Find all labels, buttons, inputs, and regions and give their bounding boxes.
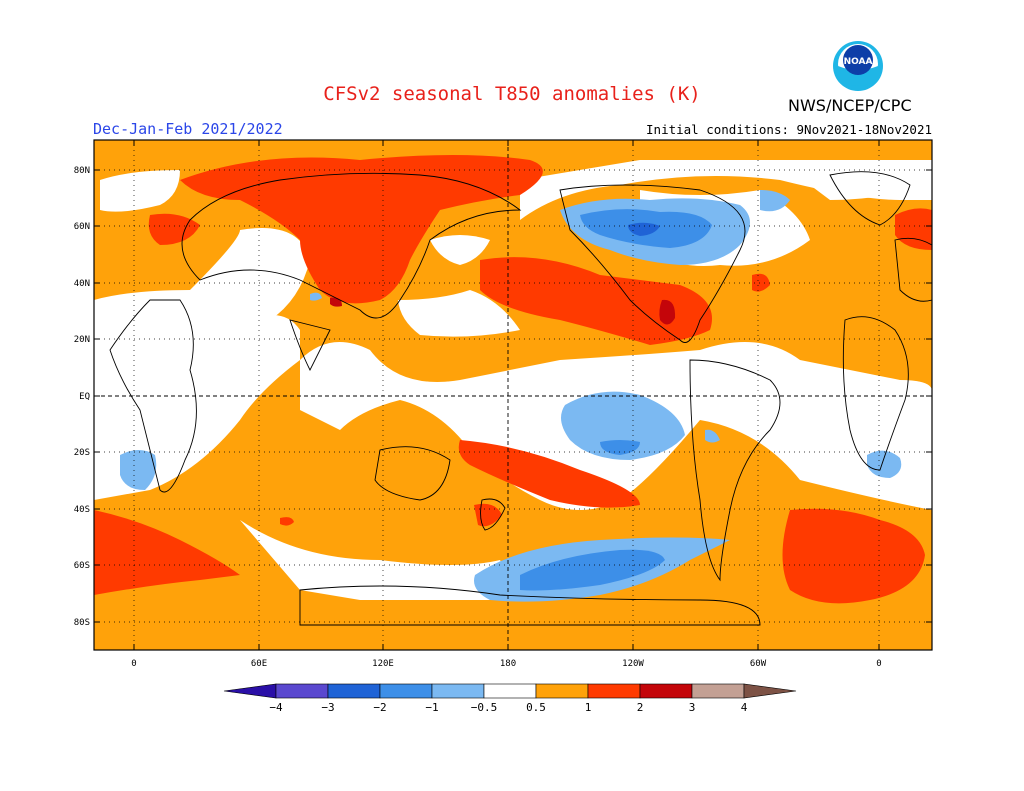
- colorbar-box: [327, 683, 381, 699]
- colorbar: [223, 683, 797, 699]
- latitude-label: 40N: [74, 279, 90, 289]
- latitude-label: 20N: [74, 335, 90, 345]
- latitude-label: EQ: [79, 392, 90, 402]
- longitude-label: 180: [500, 659, 516, 669]
- latitude-label: 80N: [74, 166, 90, 176]
- longitude-label: 120E: [372, 659, 394, 669]
- colorbar-box: [691, 683, 745, 699]
- chart-title: CFSv2 seasonal T850 anomalies (K): [323, 83, 701, 105]
- colorbar-label: −0.5: [471, 701, 498, 714]
- longitude-label: 120W: [622, 659, 644, 669]
- colorbar-label: 2: [637, 701, 644, 714]
- colorbar-label: −2: [373, 701, 386, 714]
- latitude-label: 40S: [74, 505, 90, 515]
- strong-cold-regions: [628, 222, 660, 236]
- graticule: [94, 140, 932, 650]
- colorbar-box: [639, 683, 693, 699]
- season-label: Dec-Jan-Feb 2021/2022: [93, 120, 283, 138]
- latitude-label: 20S: [74, 448, 90, 458]
- latitude-label: 60N: [74, 222, 90, 232]
- logo-text: NOAA: [844, 57, 873, 67]
- longitude-label: 0: [131, 659, 136, 669]
- longitude-label: 0: [876, 659, 881, 669]
- colorbar-box: [379, 683, 433, 699]
- longitude-label: 60E: [251, 659, 267, 669]
- latitude-label: 80S: [74, 618, 90, 628]
- colorbar-box: [431, 683, 485, 699]
- colorbar-box: [535, 683, 589, 699]
- colorbar-labels: −4 −3 −2 −1 −0.5 0.5 1 2 3 4: [269, 701, 747, 714]
- colorbar-box: [275, 683, 329, 699]
- colorbar-label: 4: [741, 701, 748, 714]
- agency-label: NWS/NCEP/CPC: [788, 96, 912, 115]
- colorbar-arrow-high: [743, 683, 797, 699]
- latitude-labels: 80N 60N 40N 20N EQ 20S 40S 60S 80S: [74, 166, 90, 628]
- coastlines: [109, 171, 932, 626]
- colorbar-box: [483, 683, 537, 699]
- longitude-label: 60W: [750, 659, 767, 669]
- colorbar-label: −1: [425, 701, 438, 714]
- strong-warm-cores: [330, 297, 676, 325]
- colorbar-label: 1: [585, 701, 592, 714]
- longitude-labels: 0 60E 120E 180 120W 60W 0: [131, 659, 881, 669]
- colorbar-label: 0.5: [526, 701, 546, 714]
- colorbar-label: 3: [689, 701, 696, 714]
- colorbar-arrow-low: [223, 683, 277, 699]
- initial-conditions-label: Initial conditions: 9Nov2021-18Nov2021: [646, 122, 932, 137]
- warm-anomaly-regions: [94, 155, 932, 604]
- colorbar-box: [587, 683, 641, 699]
- latitude-label: 60S: [74, 561, 90, 571]
- colorbar-label: −3: [321, 701, 334, 714]
- anomaly-fields: [94, 140, 932, 650]
- map-frame: [93, 139, 933, 651]
- noaa-logo: NOAA: [833, 41, 883, 91]
- colorbar-label: −4: [269, 701, 283, 714]
